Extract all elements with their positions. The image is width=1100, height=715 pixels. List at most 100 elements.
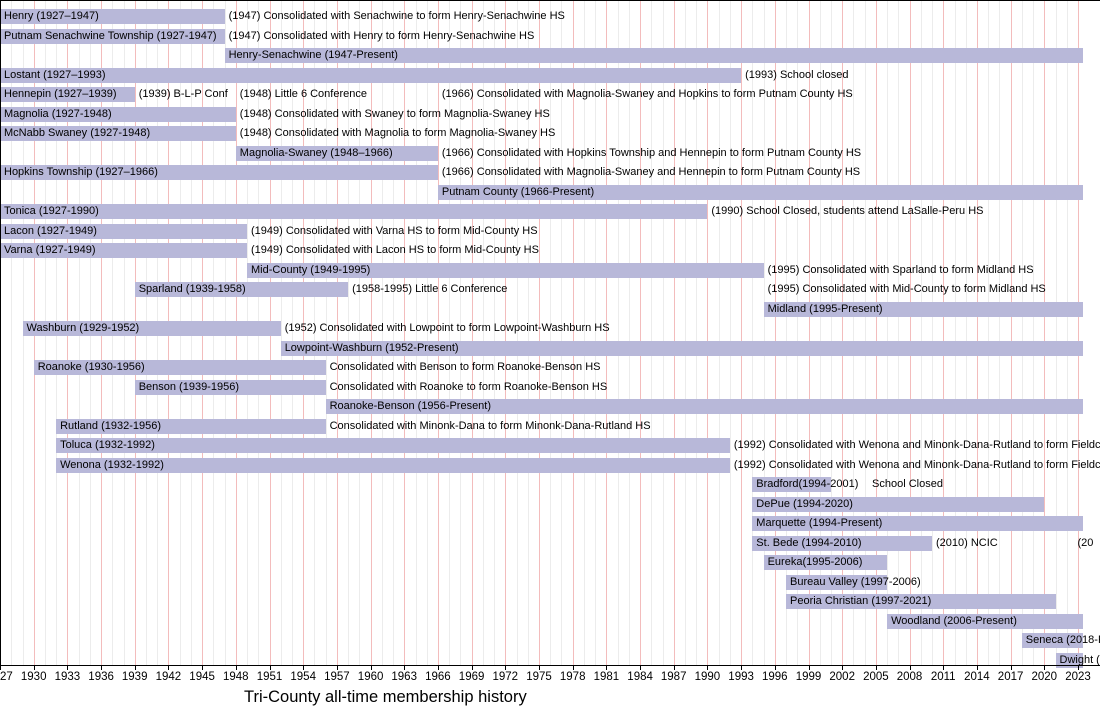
axis-tick-label: 1936 <box>88 671 114 683</box>
axis-tick <box>437 666 439 670</box>
bar-label: Wenona (1932-1992) <box>60 458 164 471</box>
gridline-minor <box>718 0 720 666</box>
bar-annotation: (1993) School closed <box>745 68 849 81</box>
gridline-minor <box>381 0 383 666</box>
axis-tick-label: 1951 <box>256 671 283 683</box>
bar-annotation: Consolidated with Roanoke to form Roanok… <box>329 380 608 393</box>
bar-label: Bradford(1994-2001) <box>756 478 859 490</box>
bar-annotation: (1948) Consolidated with Swaney to form … <box>239 107 550 120</box>
bar-label: Benson (1939-1956) <box>138 380 239 393</box>
gridline-minor <box>583 0 585 666</box>
axis-tick-label: 2020 <box>1031 671 1058 683</box>
timeline-bar <box>1021 633 1083 648</box>
axis-tick-label: 1987 <box>660 671 687 683</box>
bar-annotation: (1966) Consolidated with Hopkins Townshi… <box>441 146 862 159</box>
bar-label: McNabb Swaney (1927-1948) <box>4 127 151 139</box>
axis-tick-label: 2023 <box>1065 671 1091 683</box>
timeline-bar <box>0 243 247 258</box>
axis-tick <box>33 666 35 670</box>
timeline-bar <box>437 184 1083 200</box>
axis-tick <box>572 666 574 670</box>
axis-tick <box>707 666 709 670</box>
timeline-bar <box>0 204 708 219</box>
axis-tick <box>909 666 911 670</box>
bar-annotation: (1992) Consolidated with Wenona and Mino… <box>733 458 1100 471</box>
bar-label: Peoria Christian (1997-2021) <box>790 595 932 607</box>
gridline-minor <box>1055 0 1057 666</box>
bar-label: Henry-Senachwine (1947-Present) <box>228 49 398 61</box>
timeline-bar <box>763 555 888 570</box>
bar-label: Woodland (2006-Present) <box>891 614 1017 627</box>
gridline-minor <box>314 0 316 666</box>
bar-annotation: (1992) Consolidated with Wenona and Mino… <box>733 439 1100 451</box>
gridline-minor <box>1021 0 1023 666</box>
timeline-bar <box>134 282 349 297</box>
timeline-bar <box>0 126 236 141</box>
axis-tick <box>976 666 978 670</box>
gridline-major <box>404 0 406 666</box>
axis-tick <box>741 666 743 670</box>
timeline-bar <box>752 496 1045 512</box>
bar-annotation: (1947) Consolidated with Henry to form H… <box>228 29 535 42</box>
timeline-bar <box>786 594 1056 609</box>
axis-tick-label: 1933 <box>54 671 81 683</box>
timeline-bar <box>887 613 1083 629</box>
axis-tick <box>471 666 473 670</box>
bar-label: Roanoke (1930-1956) <box>37 361 145 373</box>
gridline-major <box>336 0 338 666</box>
gridline-minor <box>864 0 866 666</box>
bar-annotation: (1939) B-L-P Conf <box>138 88 228 100</box>
gridline-minor <box>460 0 462 666</box>
bar-label: Toluca (1932-1992) <box>60 439 155 451</box>
axis-tick-label: 1927 <box>0 671 13 683</box>
axis-tick-label: 1945 <box>189 671 215 683</box>
bar-annotation: Consolidated with Minonk-Dana to form Mi… <box>329 419 651 432</box>
gridline-major <box>1044 0 1046 666</box>
axis-tick-label: 2011 <box>930 671 956 683</box>
axis-tick <box>1010 666 1012 670</box>
timeline-bar <box>235 145 438 161</box>
gridline-minor <box>359 0 361 666</box>
axis-tick <box>168 666 170 670</box>
axis-tick <box>505 666 507 670</box>
bar-label: St. Bede (1994-2010) <box>756 536 862 549</box>
gridline-major <box>370 0 372 666</box>
gridline-minor <box>830 0 832 666</box>
axis-tick-label: 1960 <box>357 671 384 683</box>
timeline-bar <box>22 321 281 336</box>
gridline-minor <box>729 0 731 666</box>
gridline-minor <box>415 0 417 666</box>
gridline-minor <box>999 0 1001 666</box>
gridline-minor <box>426 0 428 666</box>
axis-tick <box>101 666 103 670</box>
bar-label: Putnam County (1966-Present) <box>441 185 595 198</box>
axis-tick <box>0 666 1 670</box>
bar-annotation: (2010) NCIC <box>936 536 998 549</box>
bar-label: Marquette (1994-Present) <box>756 517 883 529</box>
plot-border <box>0 0 1100 1</box>
bar-label: Washburn (1929-1952) <box>26 322 140 334</box>
axis-tick <box>539 666 540 670</box>
gridline-minor <box>763 0 765 666</box>
bar-label: Magnolia (1927-1948) <box>4 107 112 120</box>
axis-tick <box>67 666 69 670</box>
timeline-bar <box>0 106 236 122</box>
axis-tick <box>404 666 406 670</box>
gridline-minor <box>527 0 529 666</box>
gridline-minor <box>662 0 664 666</box>
timeline-bar <box>247 262 764 278</box>
gridline-minor <box>280 0 282 666</box>
axis-tick <box>1044 666 1046 670</box>
gridline-major <box>471 0 473 666</box>
bar-label: Rutland (1932-1956) <box>60 419 161 432</box>
gridline-major <box>741 0 743 666</box>
axis-tick-label: 1996 <box>762 671 788 683</box>
gridline-major <box>707 0 709 666</box>
gridline-minor <box>595 0 597 666</box>
axis-tick <box>336 666 338 670</box>
gridline-major <box>673 0 675 666</box>
bar-label: Hennepin (1927–1939) <box>4 88 117 100</box>
bar-annotation: School Closed <box>872 478 943 490</box>
bar-label: Lostant (1927–1993) <box>4 68 106 81</box>
